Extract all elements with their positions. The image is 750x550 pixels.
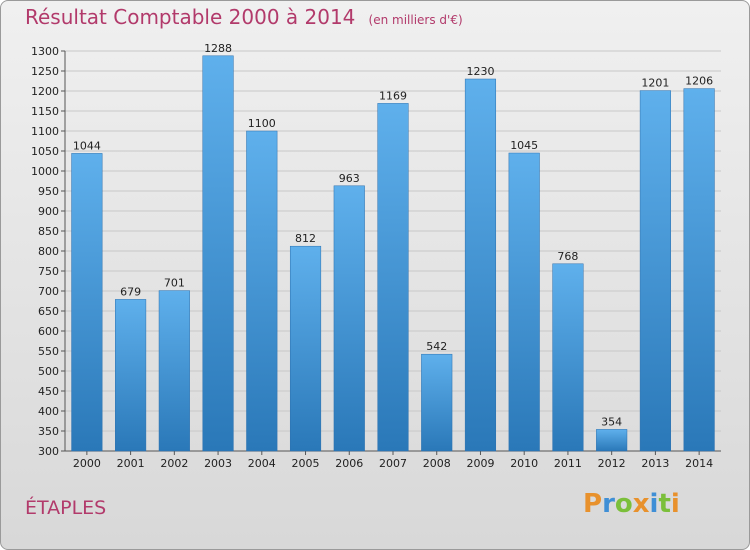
value-label-2010: 1045 [510, 139, 538, 152]
y-tick-label: 550 [38, 345, 59, 358]
y-tick-label: 1050 [31, 145, 59, 158]
x-tick-label-2003: 2003 [204, 457, 232, 470]
bar-2007 [377, 103, 409, 452]
value-label-2008: 542 [426, 340, 447, 353]
y-tick-label: 300 [38, 445, 59, 458]
chart-unit: (en milliers d'€) [368, 13, 463, 27]
value-label-2000: 1044 [73, 139, 101, 152]
y-tick-label: 750 [38, 265, 59, 278]
x-tick-label-2013: 2013 [641, 457, 669, 470]
bar-2001 [115, 299, 147, 452]
chart-title: Résultat Comptable 2000 à 2014 [25, 5, 356, 29]
y-tick-label: 600 [38, 325, 59, 338]
x-tick-label-2001: 2001 [117, 457, 145, 470]
x-tick-label-2009: 2009 [466, 457, 494, 470]
proxiti-logo: Proxiti [583, 489, 680, 519]
bar-2008 [421, 353, 453, 452]
value-label-2009: 1230 [466, 65, 494, 78]
x-tick-label-2008: 2008 [423, 457, 451, 470]
value-label-2004: 1100 [248, 117, 276, 130]
value-label-2003: 1288 [204, 42, 232, 55]
logo-letter: i [649, 489, 659, 519]
y-tick-label: 1150 [31, 105, 59, 118]
y-tick-label: 1300 [31, 45, 59, 58]
bar-2012 [596, 429, 628, 452]
y-tick-label: 1200 [31, 85, 59, 98]
value-label-2014: 1206 [685, 75, 713, 88]
y-tick-label: 1000 [31, 165, 59, 178]
logo-letter: t [658, 489, 671, 519]
x-tick-label-2002: 2002 [160, 457, 188, 470]
x-tick-label-2012: 2012 [598, 457, 626, 470]
y-tick-label: 1100 [31, 125, 59, 138]
y-tick-label: 650 [38, 305, 59, 318]
bar-2006 [333, 185, 365, 452]
bar-2009 [464, 78, 497, 452]
x-tick-label-2010: 2010 [510, 457, 538, 470]
value-label-2006: 963 [339, 172, 360, 185]
value-label-2002: 701 [164, 277, 185, 290]
y-tick-label: 400 [38, 405, 59, 418]
value-label-2007: 1169 [379, 89, 407, 102]
bar-2002 [158, 290, 190, 452]
value-label-2005: 812 [295, 232, 316, 245]
bar-2003 [202, 55, 234, 452]
logo-letter: P [583, 489, 603, 519]
logo-letter: r [602, 489, 615, 519]
value-label-2012: 354 [601, 415, 622, 428]
x-tick-label-2005: 2005 [292, 457, 320, 470]
y-tick-label: 900 [38, 205, 59, 218]
bar-2004 [246, 130, 278, 452]
x-tick-label-2000: 2000 [73, 457, 101, 470]
y-tick-label: 950 [38, 185, 59, 198]
bar-2000 [71, 153, 103, 452]
x-tick-label-2014: 2014 [685, 457, 713, 470]
bar-2011 [552, 263, 584, 452]
y-tick-label: 850 [38, 225, 59, 238]
y-tick-label: 450 [38, 385, 59, 398]
value-label-2013: 1201 [641, 77, 669, 90]
bar-2005 [289, 245, 322, 452]
x-tick-label-2006: 2006 [335, 457, 363, 470]
x-tick-label-2007: 2007 [379, 457, 407, 470]
value-label-2011: 768 [557, 250, 578, 263]
y-tick-label: 500 [38, 365, 59, 378]
bar-2010 [508, 152, 540, 452]
city-name: ÉTAPLES [25, 497, 107, 519]
logo-letter: o [614, 489, 633, 519]
x-tick-label-2004: 2004 [248, 457, 276, 470]
title-line: Résultat Comptable 2000 à 2014 (en milli… [25, 5, 463, 29]
logo-letter: i [670, 489, 680, 519]
y-tick-label: 700 [38, 285, 59, 298]
y-tick-label: 800 [38, 245, 59, 258]
value-label-2001: 679 [120, 285, 141, 298]
x-tick-label-2011: 2011 [554, 457, 582, 470]
bar-2014 [683, 88, 715, 452]
y-tick-label: 1250 [31, 65, 59, 78]
bar-2013 [639, 90, 671, 452]
logo-letter: x [632, 489, 650, 519]
y-tick-label: 350 [38, 425, 59, 438]
